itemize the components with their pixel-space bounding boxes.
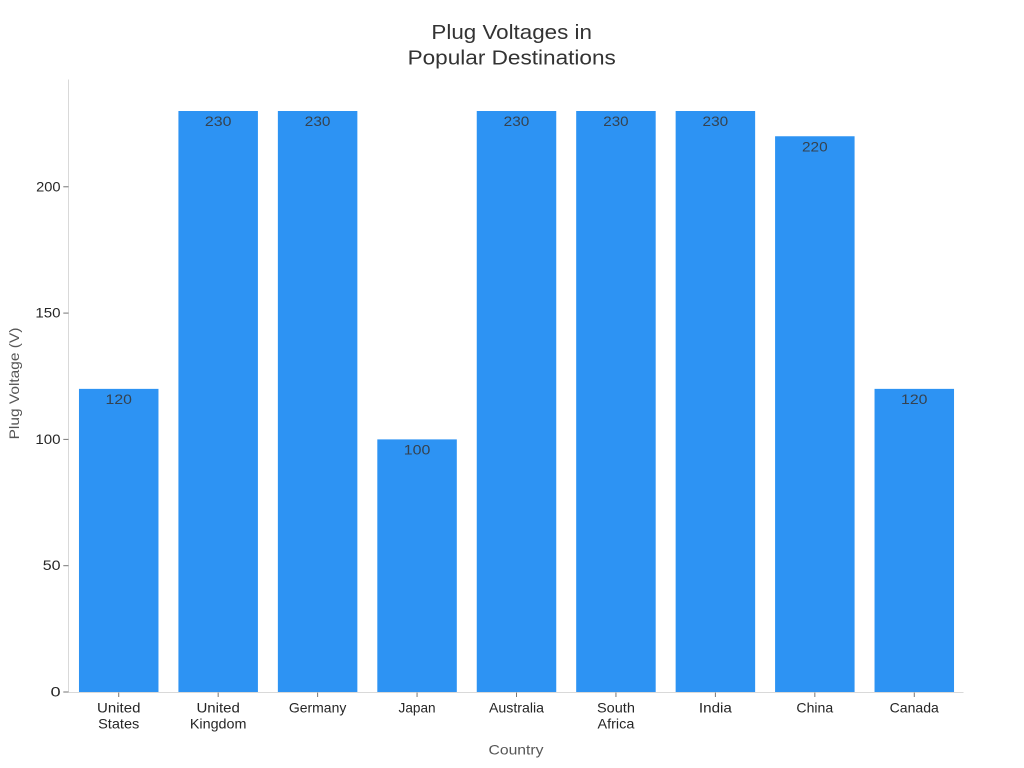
svg-text:120: 120 — [901, 392, 928, 407]
svg-text:230: 230 — [305, 114, 331, 129]
svg-text:100: 100 — [35, 432, 61, 447]
svg-text:120: 120 — [106, 392, 133, 407]
svg-text:Popular Destinations: Popular Destinations — [408, 47, 616, 70]
svg-text:Country: Country — [489, 742, 544, 758]
svg-text:United: United — [196, 701, 239, 716]
svg-text:100: 100 — [404, 442, 431, 457]
svg-text:States: States — [98, 717, 139, 732]
svg-text:230: 230 — [504, 114, 530, 129]
svg-text:Canada: Canada — [890, 701, 940, 716]
svg-text:Plug Voltages in: Plug Voltages in — [431, 21, 592, 44]
svg-text:South: South — [597, 701, 635, 716]
svg-text:Africa: Africa — [597, 717, 634, 732]
svg-text:200: 200 — [36, 179, 61, 194]
svg-text:50: 50 — [43, 558, 61, 573]
svg-text:230: 230 — [603, 114, 629, 129]
svg-text:United: United — [97, 701, 140, 716]
svg-text:Plug Voltage (V): Plug Voltage (V) — [6, 328, 22, 440]
svg-text:220: 220 — [802, 139, 828, 154]
svg-text:0: 0 — [50, 685, 61, 700]
svg-text:230: 230 — [703, 114, 729, 129]
svg-text:150: 150 — [35, 306, 61, 321]
svg-text:India: India — [699, 701, 732, 716]
svg-text:China: China — [796, 701, 833, 716]
svg-text:Australia: Australia — [489, 701, 544, 716]
svg-text:Japan: Japan — [399, 701, 436, 716]
svg-text:Germany: Germany — [289, 701, 347, 716]
svg-text:Kingdom: Kingdom — [190, 717, 247, 732]
svg-text:230: 230 — [205, 114, 232, 129]
